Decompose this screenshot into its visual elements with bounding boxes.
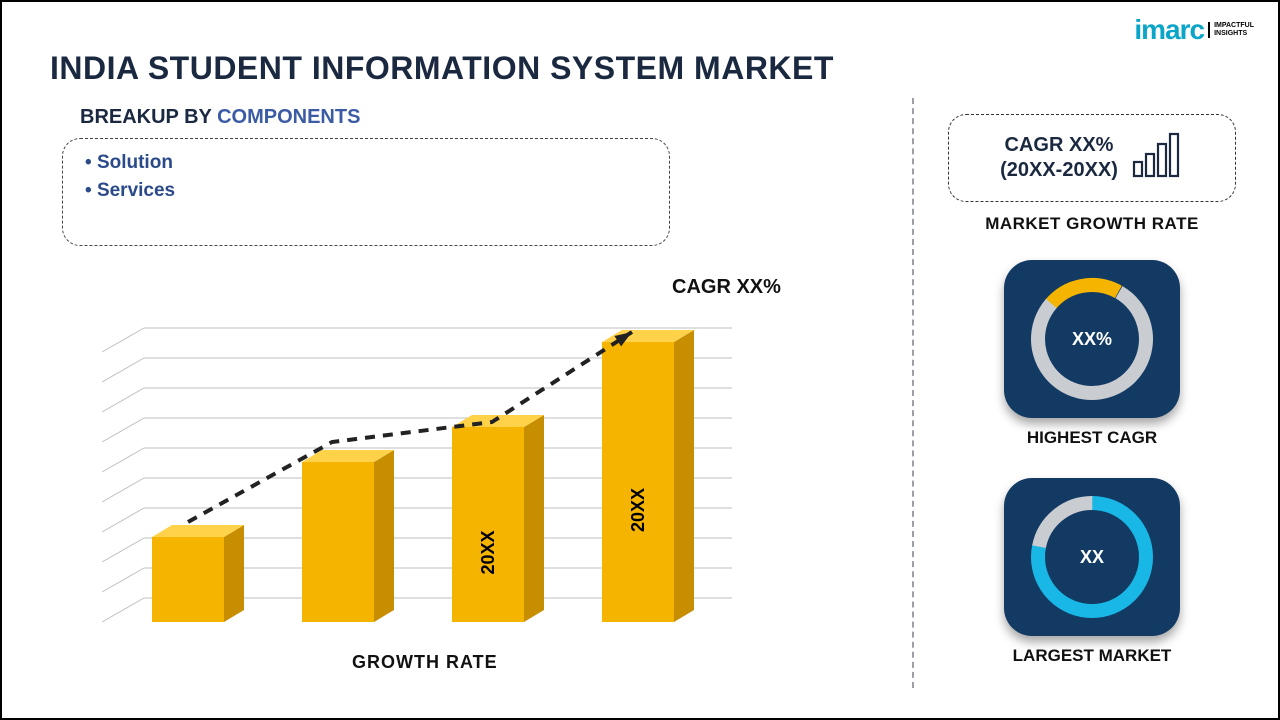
market-growth-rate-label: MARKET GROWTH RATE bbox=[948, 214, 1236, 234]
highest-cagr-tile: XX% bbox=[1004, 260, 1180, 418]
cagr-annotation: CAGR XX% bbox=[672, 276, 781, 299]
breakup-heading: BREAKUP BY COMPONENTS bbox=[80, 106, 360, 129]
largest-market-caption: LARGEST MARKET bbox=[948, 646, 1236, 666]
highest-cagr-caption: HIGHEST CAGR bbox=[948, 428, 1236, 448]
breakup-box: Solution Services bbox=[62, 138, 670, 246]
chart-x-label: GROWTH RATE bbox=[352, 652, 498, 673]
list-item: Solution bbox=[85, 149, 647, 177]
vertical-divider bbox=[912, 98, 914, 688]
svg-text:XX%: XX% bbox=[1072, 329, 1112, 349]
svg-text:20XX: 20XX bbox=[478, 530, 498, 574]
breakup-list: Solution Services bbox=[85, 149, 647, 204]
svg-text:XX: XX bbox=[1080, 547, 1104, 567]
cagr-summary-box: CAGR XX%(20XX-20XX) bbox=[948, 114, 1236, 202]
growth-bar-chart: 20XX 20XX bbox=[72, 292, 772, 662]
brand-name: imarc bbox=[1134, 14, 1204, 46]
page-title: INDIA STUDENT INFORMATION SYSTEM MARKET bbox=[50, 50, 834, 87]
svg-text:20XX: 20XX bbox=[628, 488, 648, 532]
breakup-highlight: COMPONENTS bbox=[217, 106, 360, 128]
largest-market-tile: XX bbox=[1004, 478, 1180, 636]
brand-logo: imarc IMPACTFULINSIGHTS bbox=[1134, 14, 1254, 46]
list-item: Services bbox=[85, 177, 647, 205]
brand-tagline: IMPACTFULINSIGHTS bbox=[1208, 22, 1254, 37]
mini-bar-icon bbox=[1132, 132, 1184, 185]
cagr-summary-text: CAGR XX%(20XX-20XX) bbox=[1000, 133, 1118, 183]
breakup-prefix: BREAKUP BY bbox=[80, 106, 217, 128]
